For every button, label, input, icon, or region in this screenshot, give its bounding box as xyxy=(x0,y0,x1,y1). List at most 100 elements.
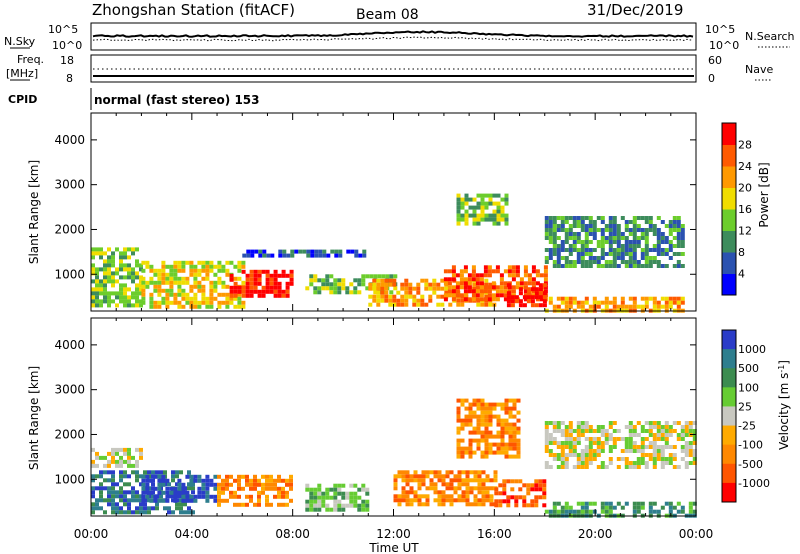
data-cell xyxy=(620,244,625,248)
data-cell xyxy=(632,252,637,256)
data-cell xyxy=(538,283,543,288)
data-cell xyxy=(421,482,426,487)
power-data-layer xyxy=(91,193,685,313)
data-cell xyxy=(277,289,282,294)
data-cell xyxy=(576,509,581,514)
data-cell xyxy=(221,300,226,305)
power-x-axis xyxy=(90,113,697,311)
data-cell xyxy=(141,494,146,499)
data-cell xyxy=(500,217,505,222)
data-cell xyxy=(535,297,540,302)
data-cell xyxy=(289,482,293,487)
data-cell xyxy=(368,302,373,307)
data-cell xyxy=(512,398,517,403)
data-cell xyxy=(447,269,452,274)
data-cell xyxy=(668,256,673,260)
data-cell xyxy=(506,303,511,308)
data-cell xyxy=(161,300,166,305)
data-cell xyxy=(608,501,613,506)
data-cell xyxy=(592,220,597,224)
data-cell xyxy=(416,298,421,303)
data-cell xyxy=(306,249,311,254)
data-cell xyxy=(556,256,561,260)
data-cell xyxy=(481,490,486,495)
data-cell xyxy=(596,256,601,260)
data-cell xyxy=(135,275,139,280)
data-cell xyxy=(471,277,476,282)
data-cell xyxy=(313,491,318,496)
data-cell xyxy=(628,232,633,236)
data-cell xyxy=(556,421,561,425)
data-cell xyxy=(455,273,460,278)
data-cell xyxy=(680,224,685,228)
data-cell xyxy=(127,275,131,280)
data-cell xyxy=(672,264,677,268)
colorbar-tick-label: 100 xyxy=(738,381,759,394)
data-cell xyxy=(135,474,139,479)
data-cell xyxy=(476,213,481,218)
data-cell xyxy=(229,296,234,301)
data-cell xyxy=(548,232,553,236)
data-cell xyxy=(608,264,613,268)
data-cell xyxy=(161,478,166,483)
data-cell xyxy=(475,281,480,286)
data-cell xyxy=(145,474,150,479)
data-cell xyxy=(500,205,505,210)
data-cell xyxy=(457,470,462,475)
data-cell xyxy=(476,422,481,427)
data-cell xyxy=(404,282,409,287)
data-cell xyxy=(147,470,151,475)
data-cell xyxy=(329,290,334,295)
data-cell xyxy=(233,478,237,483)
data-cell xyxy=(508,446,513,451)
data-cell xyxy=(443,277,448,282)
data-cell xyxy=(257,273,262,278)
data-cell xyxy=(500,209,505,214)
data-cell xyxy=(465,490,470,495)
data-cell xyxy=(103,510,107,515)
data-cell xyxy=(556,441,561,445)
data-cell xyxy=(660,252,665,256)
data-cell xyxy=(437,470,442,475)
data-cell xyxy=(409,490,414,495)
data-cell xyxy=(131,498,135,503)
data-cell xyxy=(596,429,601,433)
data-cell xyxy=(329,495,334,500)
data-cell xyxy=(261,293,266,298)
data-cell xyxy=(499,273,504,278)
data-cell xyxy=(502,479,507,484)
data-cell xyxy=(616,228,621,232)
data-cell xyxy=(131,463,135,468)
data-cell xyxy=(123,482,127,487)
data-cell xyxy=(123,287,127,292)
data-cell xyxy=(632,244,637,248)
data-cell xyxy=(612,248,617,252)
data-cell xyxy=(632,236,637,240)
data-cell xyxy=(676,228,681,232)
data-cell xyxy=(576,240,581,244)
data-cell xyxy=(277,281,282,286)
data-cell xyxy=(564,433,569,437)
data-cell xyxy=(153,284,158,289)
data-cell xyxy=(608,421,613,425)
data-cell xyxy=(428,298,433,303)
data-cell xyxy=(648,429,653,433)
data-cell xyxy=(496,201,501,206)
data-cell xyxy=(588,260,593,264)
data-cell xyxy=(496,209,501,214)
data-cell xyxy=(664,296,669,301)
data-cell xyxy=(668,429,673,433)
data-cell xyxy=(153,288,158,293)
data-cell xyxy=(592,437,597,441)
data-cell xyxy=(459,285,464,290)
data-cell xyxy=(262,249,267,254)
data-cell xyxy=(680,457,685,461)
data-cell xyxy=(209,292,214,297)
data-cell xyxy=(225,284,230,289)
data-cell xyxy=(245,273,250,278)
data-cell xyxy=(246,249,251,254)
data-cell xyxy=(488,197,493,202)
data-cell xyxy=(644,216,649,220)
data-cell xyxy=(584,228,589,232)
data-cell xyxy=(111,474,115,479)
